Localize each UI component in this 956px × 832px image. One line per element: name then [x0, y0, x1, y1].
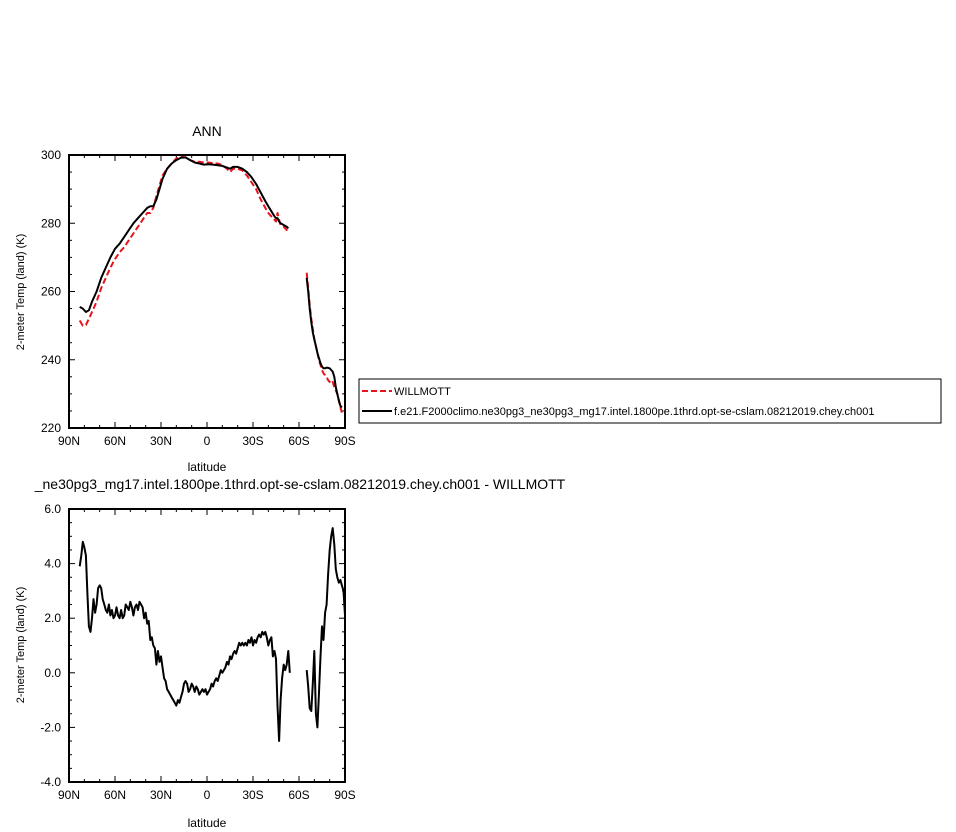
x-tick-label: 60N	[104, 788, 126, 802]
x-tick-label: 30S	[242, 788, 263, 802]
x-tick-label: 30N	[150, 434, 172, 448]
chart-title: ANN	[192, 123, 222, 139]
axes-frame: 90N 60N 30N 0 30S 60S 90S -4.0 -2.0 0.0 2.0 4.0 6.0	[40, 502, 355, 802]
x-tick-label: 60S	[288, 434, 309, 448]
series-line-1-segment-1	[305, 277, 343, 409]
y-tick-label: 300	[41, 148, 61, 162]
y-tick-label: 280	[41, 216, 61, 230]
x-tick-label: 90N	[58, 434, 80, 448]
x-tick-label: 90N	[58, 788, 80, 802]
axes-frame: 90N 60N 30N 0 30S 60S 90S 220 240 260 280 300	[41, 148, 356, 448]
y-tick-label: 0.0	[44, 666, 61, 680]
series-line-0-segment-0	[78, 155, 290, 327]
legend-label-willmott: WILLMOTT	[394, 386, 451, 398]
x-tick-label: 0	[204, 434, 211, 448]
y-tick-label: 260	[41, 285, 61, 299]
y-tick-label: -4.0	[40, 775, 61, 789]
x-axis-label: latitude	[188, 816, 227, 830]
plot-frame	[68, 508, 346, 783]
series-line-0-segment-1	[305, 527, 346, 729]
series-line-0-segment-0	[78, 540, 291, 742]
y-tick-label: -2.0	[40, 720, 61, 734]
plot-frame	[68, 154, 346, 429]
x-tick-label: 30S	[242, 434, 263, 448]
x-tick-label: 90S	[334, 788, 355, 802]
plot-area	[78, 527, 346, 742]
panel-mean-temperature: ANN 2-meter Temp (land) (K) latitude 90N…	[15, 123, 356, 474]
legend-label-model: f.e21.F2000climo.ne30pg3_ne30pg3_mg17.in…	[394, 406, 874, 418]
y-tick-label: 240	[41, 353, 61, 367]
x-tick-label: 60N	[104, 434, 126, 448]
y-axis-label: 2-meter Temp (land) (K)	[15, 234, 27, 351]
legend: WILLMOTT f.e21.F2000climo.ne30pg3_ne30pg…	[358, 378, 942, 424]
x-tick-label: 0	[204, 788, 211, 802]
plot-area	[78, 155, 343, 413]
y-tick-label: 220	[41, 421, 61, 435]
y-tick-label: 6.0	[44, 502, 61, 516]
y-tick-label: 4.0	[44, 557, 61, 571]
x-tick-label: 60S	[288, 788, 309, 802]
x-axis-label: latitude	[188, 460, 227, 474]
x-tick-label: 30N	[150, 788, 172, 802]
x-tick-label: 90S	[334, 434, 355, 448]
chart-title: _ne30pg3_mg17.intel.1800pe.1thrd.opt-se-…	[34, 476, 566, 492]
y-tick-label: 2.0	[44, 611, 61, 625]
legend-box	[358, 378, 942, 424]
y-axis-label: 2-meter Temp (land) (K)	[15, 587, 27, 704]
series-line-1-segment-0	[79, 156, 290, 313]
panel-difference: _ne30pg3_mg17.intel.1800pe.1thrd.opt-se-…	[15, 476, 566, 830]
